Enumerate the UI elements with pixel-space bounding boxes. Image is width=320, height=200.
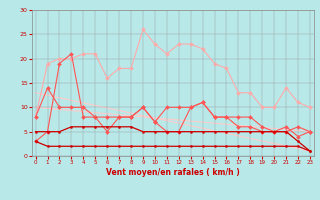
X-axis label: Vent moyen/en rafales ( km/h ): Vent moyen/en rafales ( km/h ) bbox=[106, 168, 240, 177]
